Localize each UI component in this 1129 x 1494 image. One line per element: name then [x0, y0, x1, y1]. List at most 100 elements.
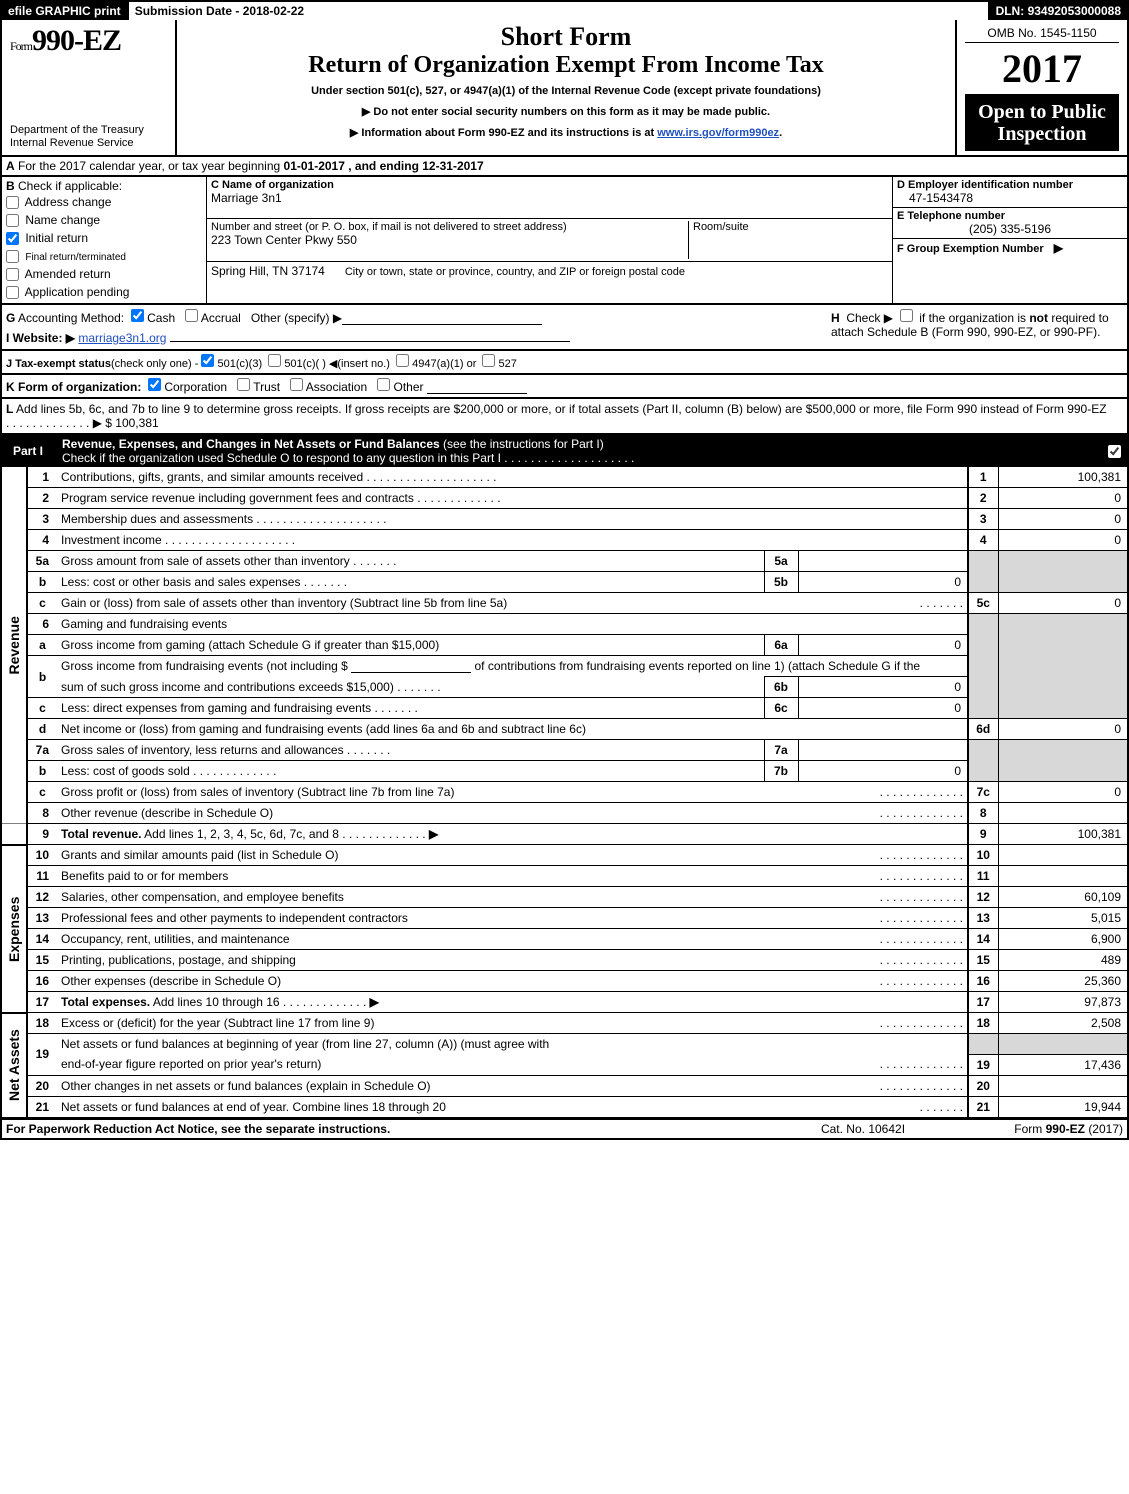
l-dots	[6, 416, 89, 430]
n3: 3	[968, 509, 998, 530]
ln6c: c	[27, 698, 57, 719]
chk-501c3[interactable]	[201, 354, 214, 367]
d6b2: of contributions from fundraising events…	[475, 659, 921, 673]
v3: 0	[998, 509, 1128, 530]
c-street-label: Number and street (or P. O. box, if mail…	[211, 221, 688, 233]
chk-initial-return[interactable]	[6, 232, 19, 245]
e-value: (205) 335-5196	[897, 222, 1123, 236]
k-other-field[interactable]	[427, 380, 527, 394]
line-a-mid: , and ending	[348, 159, 422, 173]
k-opt1: Corporation	[164, 380, 227, 394]
chk-other-org[interactable]	[377, 378, 390, 391]
f6b[interactable]	[351, 659, 471, 673]
e-block: E Telephone number (205) 335-5196	[893, 208, 1127, 239]
sn5b: 5b	[764, 572, 798, 593]
dots-13	[880, 911, 963, 925]
j-opt1: 501(c)(3)	[218, 358, 263, 370]
chk-amended-return[interactable]	[6, 268, 19, 281]
dots-4	[162, 533, 295, 547]
side-expenses: Expenses	[1, 845, 27, 1013]
n7c: 7c	[968, 782, 998, 803]
submission-date-value: 2018-02-22	[243, 4, 304, 18]
g-other-field[interactable]	[342, 311, 542, 325]
chk-527[interactable]	[482, 354, 495, 367]
k-opt2: Trust	[253, 380, 280, 394]
arrow-9: ▶	[429, 827, 438, 841]
chk-4947[interactable]	[396, 354, 409, 367]
dots-12	[880, 890, 963, 904]
n13: 13	[968, 908, 998, 929]
n1: 1	[968, 467, 998, 488]
n6d: 6d	[968, 719, 998, 740]
v12: 60,109	[998, 887, 1128, 908]
chk-address-change[interactable]	[6, 196, 19, 209]
ln1: 1	[27, 467, 57, 488]
n9: 9	[968, 824, 998, 845]
dots-18	[880, 1016, 963, 1030]
bcdef-block: B Check if applicable: Address change Na…	[0, 177, 1129, 305]
ln7b: b	[27, 761, 57, 782]
ln17: 17	[27, 992, 57, 1013]
ln20: 20	[27, 1075, 57, 1096]
footer-left: For Paperwork Reduction Act Notice, see …	[6, 1122, 763, 1136]
ln4: 4	[27, 530, 57, 551]
shade-7v	[998, 740, 1128, 782]
j-sub: (check only one) -	[111, 358, 201, 370]
c-name-row: C Name of organization Marriage 3n1	[207, 177, 892, 219]
chk-application-pending[interactable]	[6, 286, 19, 299]
ln5a: 5a	[27, 551, 57, 572]
v4: 0	[998, 530, 1128, 551]
shade-6v	[998, 614, 1128, 719]
b-check-label: Check if applicable:	[18, 179, 122, 193]
chk-h[interactable]	[900, 309, 913, 322]
chk-assoc[interactable]	[290, 378, 303, 391]
header-left: Form990-EZ Department of the Treasury In…	[2, 20, 177, 155]
ln9: 9	[27, 824, 57, 845]
j-opt2: 501(c)( ) ◀(insert no.)	[284, 358, 390, 370]
dots-21	[920, 1100, 963, 1114]
dots-7b	[190, 764, 277, 778]
d18: Excess or (deficit) for the year (Subtra…	[61, 1016, 374, 1030]
form-number: Form990-EZ	[10, 24, 167, 58]
chk-final-return[interactable]	[6, 250, 19, 263]
ln5c: c	[27, 593, 57, 614]
part-i-dots	[504, 451, 634, 465]
dots-8	[880, 806, 963, 820]
chk-accrual[interactable]	[185, 309, 198, 322]
b-checklist: Address change Name change Initial retur…	[6, 193, 202, 301]
l-text: Add lines 5b, 6c, and 7b to line 9 to de…	[16, 402, 1107, 416]
d13: Professional fees and other payments to …	[61, 911, 408, 925]
d14: Occupancy, rent, utilities, and maintena…	[61, 932, 290, 946]
ln12: 12	[27, 887, 57, 908]
g-block: G Accounting Method: Cash Accrual Other …	[2, 305, 827, 349]
short-form-title: Short Form	[185, 22, 947, 52]
g-text: Accounting Method:	[18, 311, 124, 325]
v18: 2,508	[998, 1013, 1128, 1034]
chk-trust[interactable]	[237, 378, 250, 391]
c-city-row: Spring Hill, TN 37174 City or town, stat…	[207, 262, 892, 303]
d8: Other revenue (describe in Schedule O)	[61, 806, 273, 820]
k-opt4: Other	[394, 380, 424, 394]
n8: 8	[968, 803, 998, 824]
n21: 21	[968, 1096, 998, 1118]
chk-corp[interactable]	[148, 378, 161, 391]
v1: 100,381	[998, 467, 1128, 488]
d19a: Net assets or fund balances at beginning…	[57, 1034, 968, 1055]
chk-501c[interactable]	[268, 354, 281, 367]
d7c: Gross profit or (loss) from sales of inv…	[61, 785, 454, 799]
part-i-sub: (see the instructions for Part I)	[443, 437, 604, 451]
chk-schedule-o[interactable]	[1108, 445, 1121, 458]
sn7a: 7a	[764, 740, 798, 761]
line-a-begin: 01-01-2017	[284, 159, 345, 173]
d17: Total expenses.	[61, 995, 150, 1009]
ln10: 10	[27, 845, 57, 866]
d11: Benefits paid to or for members	[61, 869, 228, 883]
info-url-link[interactable]: www.irs.gov/form990ez	[657, 127, 779, 139]
side-revenue: Revenue	[1, 467, 27, 824]
col-b: B Check if applicable: Address change Na…	[2, 177, 207, 303]
chk-cash[interactable]	[131, 309, 144, 322]
header-mid: Short Form Return of Organization Exempt…	[177, 20, 957, 155]
sn6a: 6a	[764, 635, 798, 656]
website-link[interactable]: marriage3n1.org	[78, 331, 166, 345]
chk-name-change[interactable]	[6, 214, 19, 227]
